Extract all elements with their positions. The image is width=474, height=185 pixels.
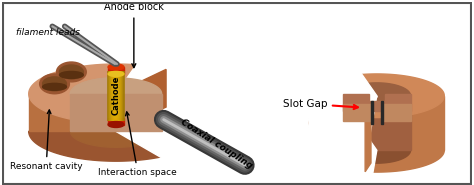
Text: Interaction space: Interaction space [99, 112, 177, 177]
Polygon shape [310, 96, 444, 150]
Polygon shape [383, 104, 410, 121]
Ellipse shape [108, 71, 124, 76]
Ellipse shape [158, 72, 177, 84]
Ellipse shape [108, 122, 124, 127]
Text: Resonant cavity: Resonant cavity [10, 110, 82, 171]
Ellipse shape [56, 62, 86, 82]
Polygon shape [71, 78, 162, 110]
Wedge shape [116, 18, 208, 140]
Text: filament leads: filament leads [16, 28, 80, 37]
Ellipse shape [59, 71, 83, 78]
Wedge shape [304, 36, 377, 167]
Text: Coaxial coupling: Coaxial coupling [179, 118, 254, 171]
Polygon shape [108, 67, 124, 74]
Polygon shape [71, 132, 162, 147]
Polygon shape [310, 96, 377, 150]
Ellipse shape [108, 64, 124, 70]
Polygon shape [71, 94, 162, 132]
Wedge shape [116, 56, 208, 178]
Ellipse shape [163, 90, 188, 108]
Ellipse shape [59, 65, 83, 79]
Polygon shape [381, 101, 383, 124]
Text: Anode block: Anode block [104, 2, 164, 68]
Polygon shape [29, 132, 203, 161]
Polygon shape [343, 150, 410, 163]
Ellipse shape [165, 99, 185, 105]
Ellipse shape [158, 78, 177, 84]
Polygon shape [343, 94, 410, 111]
Ellipse shape [43, 83, 66, 90]
Polygon shape [343, 83, 410, 109]
Ellipse shape [40, 74, 69, 94]
Ellipse shape [43, 77, 66, 91]
Polygon shape [343, 104, 371, 121]
Polygon shape [116, 69, 166, 107]
Polygon shape [365, 108, 371, 172]
Wedge shape [304, 91, 377, 185]
Text: Cathode: Cathode [111, 76, 120, 115]
Polygon shape [310, 150, 444, 172]
Polygon shape [142, 69, 166, 118]
Polygon shape [108, 117, 124, 125]
Polygon shape [343, 96, 410, 150]
Ellipse shape [155, 69, 181, 87]
Text: Slot Gap: Slot Gap [283, 99, 358, 109]
Polygon shape [71, 78, 162, 110]
Polygon shape [371, 101, 373, 124]
Polygon shape [310, 74, 444, 117]
Polygon shape [29, 94, 203, 132]
Polygon shape [71, 94, 162, 132]
Ellipse shape [165, 93, 185, 105]
Polygon shape [29, 64, 203, 124]
